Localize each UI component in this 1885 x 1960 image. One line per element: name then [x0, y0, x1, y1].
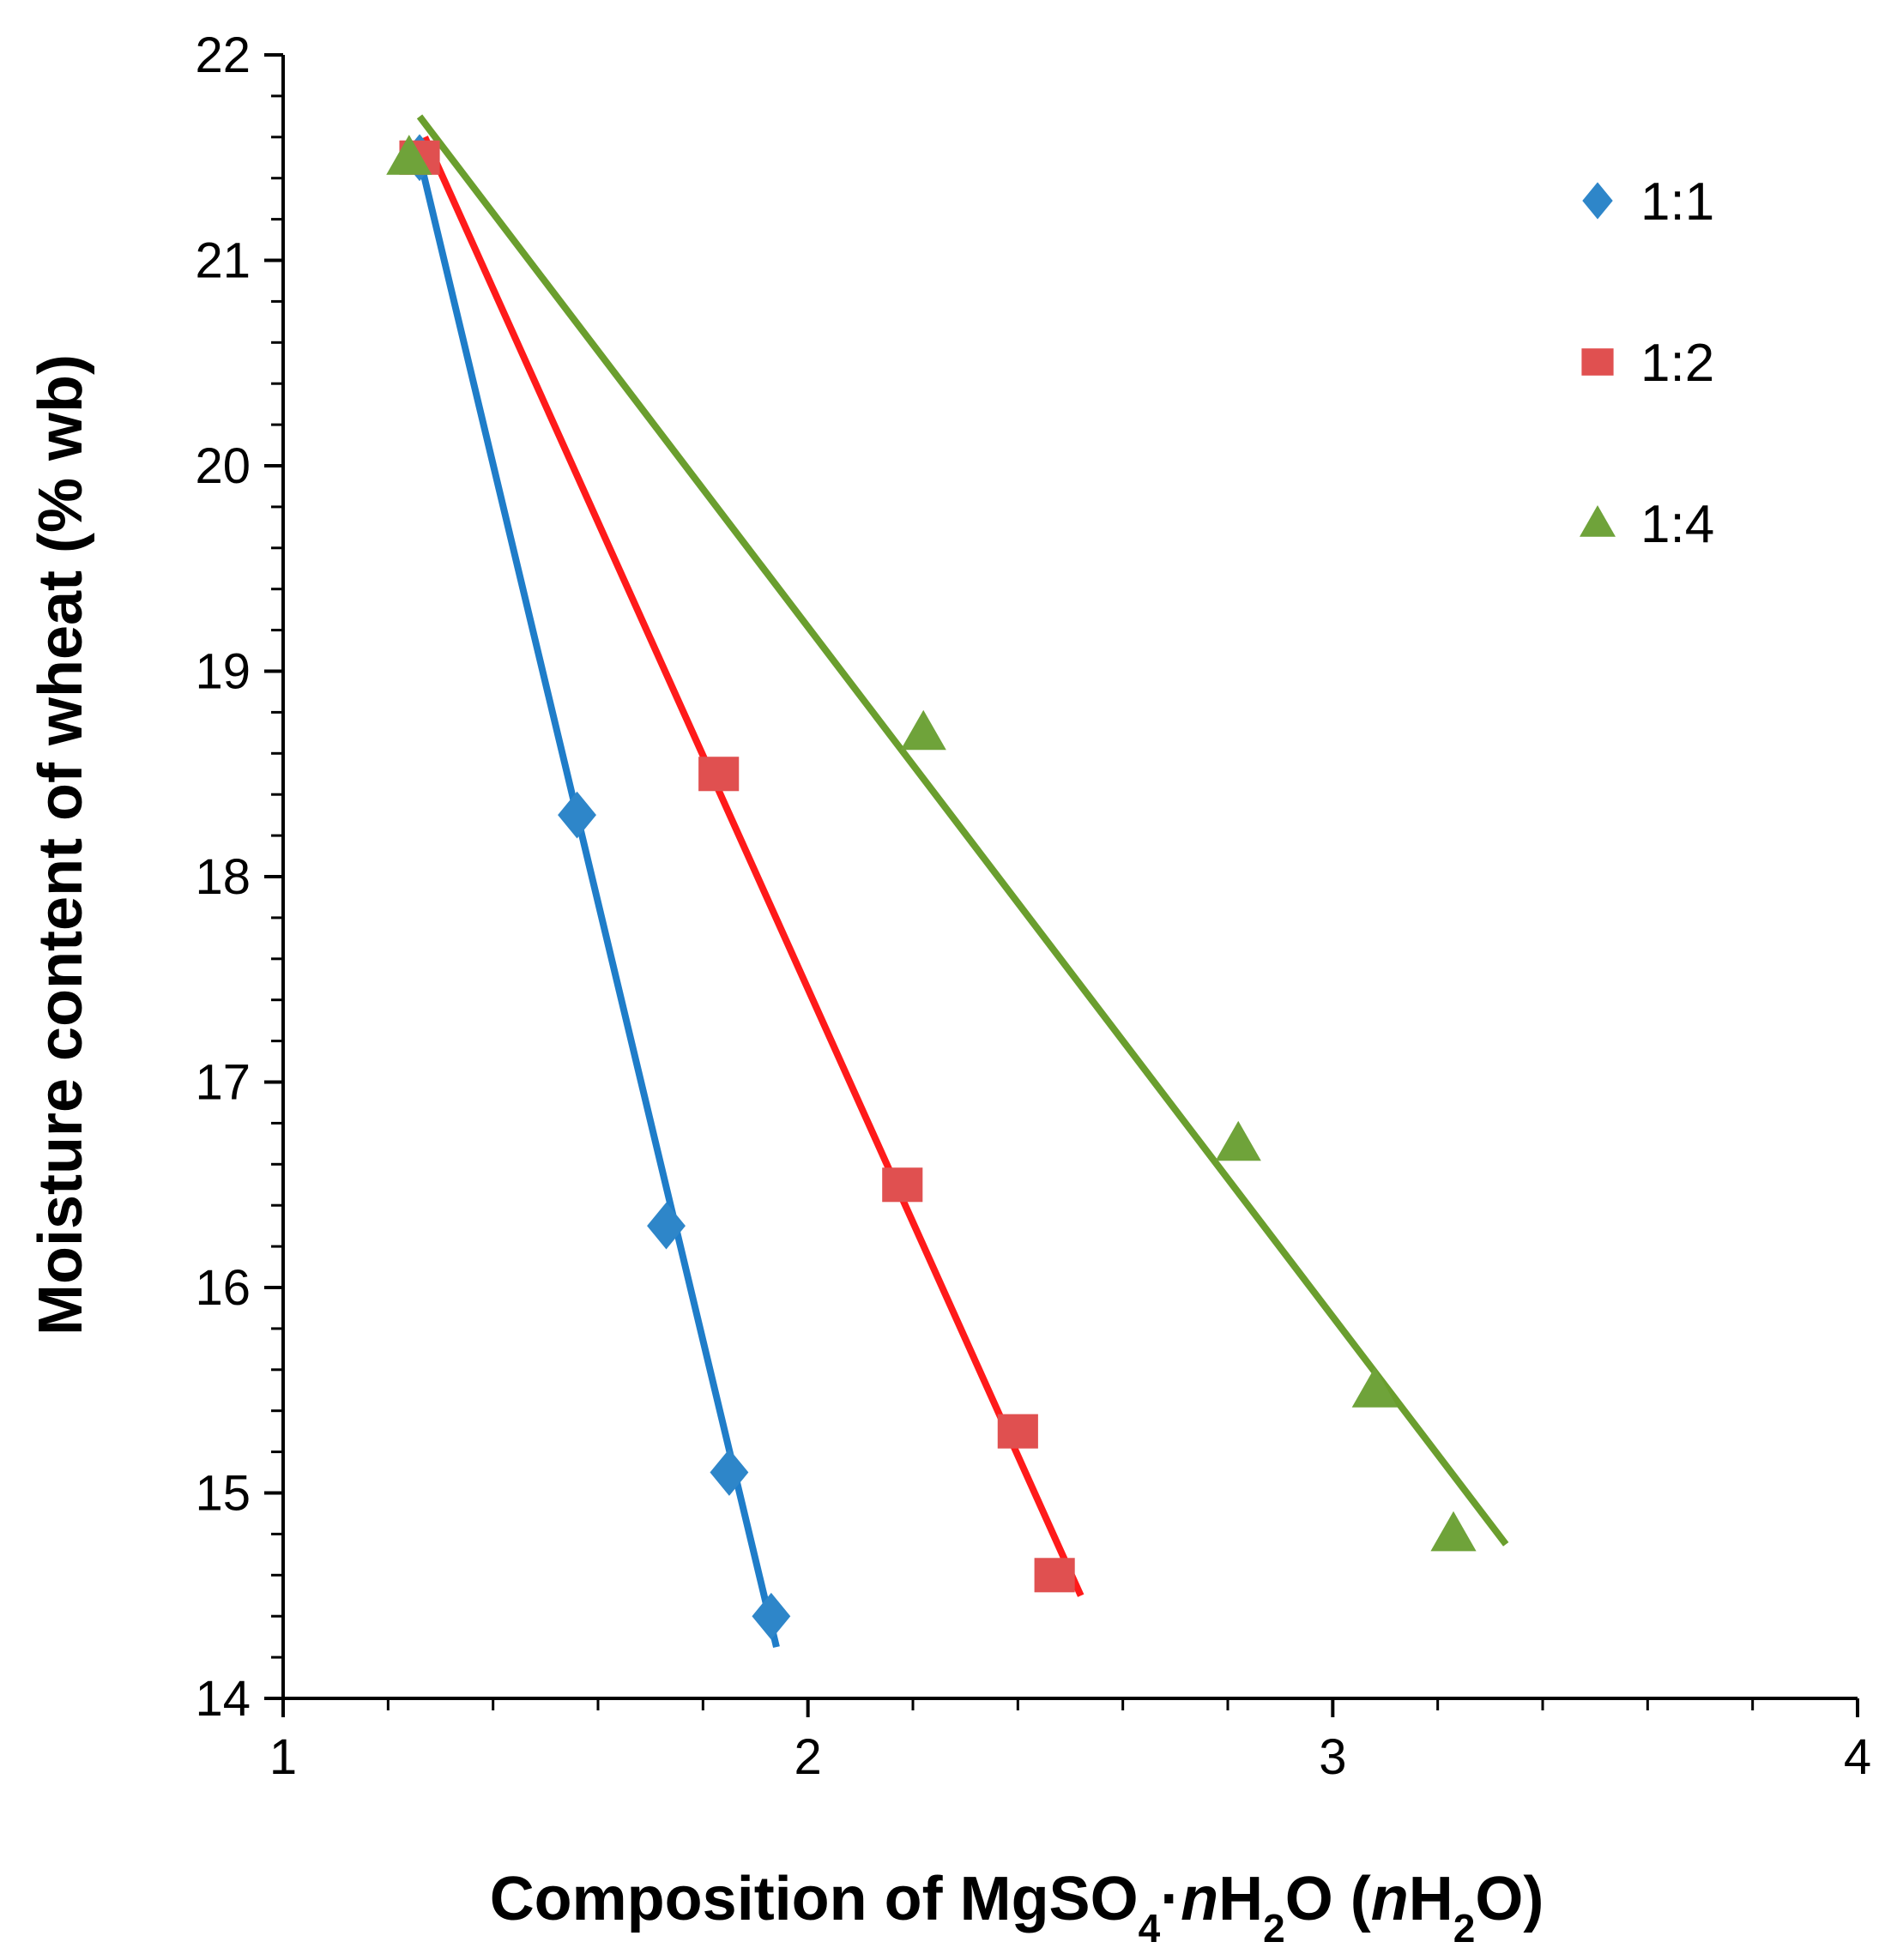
legend-item: 1:2	[1581, 334, 1714, 393]
y-axis-title: Moisture content of wheat (% wb)	[27, 354, 95, 1336]
legend-item: 1:4	[1580, 495, 1714, 554]
data-point-diamond	[558, 791, 596, 839]
x-axis-title: Composition of MgSO4·nH2O (nH2O)	[490, 1865, 1544, 1951]
data-point-triangle	[1351, 1367, 1398, 1408]
y-tick-label: 18	[195, 849, 251, 905]
legend: 1:1 1:2 1:4	[1580, 172, 1714, 554]
data-point-square	[698, 757, 740, 792]
legend-label: 1:4	[1640, 495, 1714, 554]
trendlines	[416, 114, 1509, 1649]
y-tick-label: 14	[195, 1671, 251, 1727]
data-point-triangle	[1215, 1120, 1261, 1161]
x-tick-label: 1	[269, 1729, 297, 1785]
data-point-square	[1034, 1558, 1075, 1593]
data-point-diamond	[752, 1592, 791, 1640]
tick-labels: 14 15 16 17 18 19 20 21 22 1 2 3 4	[195, 27, 1871, 1785]
data-point-diamond	[647, 1202, 686, 1250]
y-tick-label: 21	[195, 233, 251, 289]
y-tick-label: 19	[195, 644, 251, 700]
x-tick-label: 2	[794, 1729, 822, 1785]
data-point-square	[882, 1167, 923, 1203]
ticks	[264, 53, 1859, 1717]
trendline-triangle	[416, 114, 1509, 1547]
y-tick-label: 22	[195, 27, 251, 83]
data-point-square	[997, 1414, 1038, 1449]
legend-marker-triangle	[1580, 505, 1616, 537]
data-point-triangle	[1430, 1511, 1477, 1552]
data-point-diamond	[710, 1449, 749, 1496]
y-tick-label: 16	[195, 1260, 251, 1316]
trendline-diamond	[416, 156, 780, 1649]
y-tick-label: 15	[195, 1466, 251, 1522]
legend-item: 1:1	[1582, 172, 1714, 232]
data-point-triangle	[386, 135, 432, 175]
x-tick-label: 3	[1319, 1729, 1346, 1785]
y-tick-label: 17	[195, 1055, 251, 1111]
legend-marker-square	[1581, 348, 1614, 376]
y-tick-label: 20	[195, 438, 251, 494]
x-tick-label: 4	[1844, 1729, 1871, 1785]
legend-label: 1:1	[1640, 172, 1714, 232]
legend-marker-diamond	[1582, 182, 1613, 220]
axes	[281, 55, 1858, 1700]
data-point-triangle	[900, 709, 946, 751]
trendline-square	[421, 136, 1084, 1597]
data-points	[386, 134, 1477, 1640]
legend-label: 1:2	[1640, 334, 1714, 393]
